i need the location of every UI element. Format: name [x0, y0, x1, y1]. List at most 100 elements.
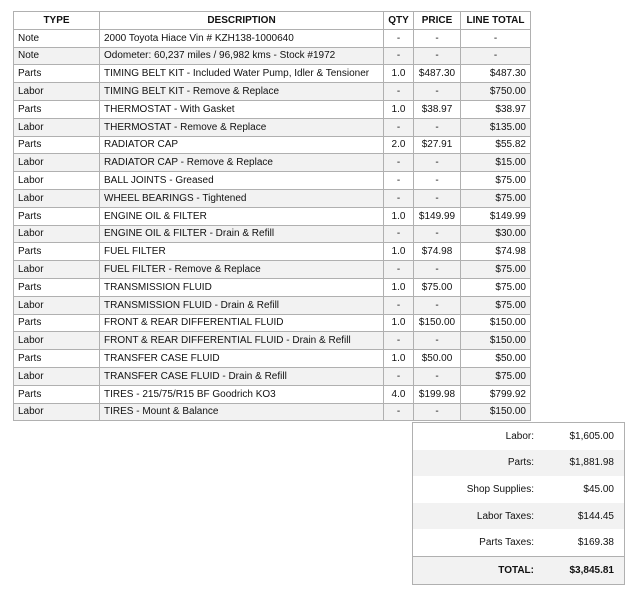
column-header: QTY	[383, 11, 414, 30]
cell: Labor	[13, 402, 100, 422]
cell: Labor	[13, 82, 100, 101]
item-row: Labor TIRES - Mount & Balance - - $150.00	[13, 402, 531, 422]
cell: $75.00	[460, 277, 531, 297]
item-row: Note 2000 Toyota Hiace Vin # KZH138-10006…	[13, 28, 531, 48]
cell: FRONT & REAR DIFFERENTIAL FLUID	[99, 313, 384, 333]
cell: -	[383, 402, 414, 422]
cell: -	[383, 117, 414, 137]
cell: Parts	[13, 99, 100, 119]
cell: $75.00	[460, 188, 531, 208]
cell: FRONT & REAR DIFFERENTIAL FLUID - Drain …	[99, 331, 384, 351]
cell: -	[413, 82, 461, 101]
item-row: Labor FUEL FILTER - Remove & Replace - - $75…	[13, 260, 531, 279]
cell: -	[383, 153, 414, 173]
column-header: LINE TOTAL	[460, 11, 531, 30]
cell: $150.00	[460, 402, 531, 422]
cell: -	[413, 402, 461, 422]
cell: $149.99	[460, 206, 531, 226]
cell: Parts	[13, 313, 100, 333]
item-row: Labor TRANSFER CASE FLUID - Drain & Refil…	[13, 366, 531, 386]
item-row: Labor RADIATOR CAP - Remove & Replace - - $1…	[13, 153, 531, 173]
cell: -	[413, 366, 461, 386]
cell: Labor	[13, 188, 100, 208]
cell: THERMOSTAT - With Gasket	[99, 99, 384, 119]
summary-label: Shop Supplies:	[466, 483, 534, 495]
column-header: TYPE	[13, 11, 100, 30]
summary-row: Labor: $1,605.00	[413, 423, 625, 450]
cell: $75.00	[460, 260, 531, 279]
column-header: DESCRIPTION	[99, 11, 384, 30]
cell: -	[460, 28, 531, 48]
cell: Parts	[13, 206, 100, 226]
cell: -	[413, 295, 461, 315]
cell: $487.30	[460, 64, 531, 84]
column-header: PRICE	[413, 11, 461, 30]
cell: 1.0	[383, 277, 414, 297]
cell: Parts	[13, 384, 100, 404]
item-row: Parts TIMING BELT KIT - Included Water Pu…	[13, 64, 531, 84]
cell: -	[413, 224, 461, 244]
summary-label: Labor:	[505, 430, 534, 442]
cell: 1.0	[383, 313, 414, 333]
cell: $149.99	[413, 206, 461, 226]
cell: -	[383, 82, 414, 101]
cell: $199.98	[413, 384, 461, 404]
item-row: Note Odometer: 60,237 miles / 96,982 kms …	[13, 46, 531, 66]
item-row: Parts FUEL FILTER 1.0 $74.98 $74.98	[13, 242, 531, 262]
cell: -	[413, 117, 461, 137]
cell: RADIATOR CAP - Remove & Replace	[99, 153, 384, 173]
item-row: Labor TRANSMISSION FLUID - Drain & Refill…	[13, 295, 531, 315]
cell: Parts	[13, 64, 100, 84]
item-row: Parts TIRES - 215/75/R15 BF Goodrich KO3 4…	[13, 384, 531, 404]
item-row: Labor ENGINE OIL & FILTER - Drain & Refil…	[13, 224, 531, 244]
cell: -	[413, 331, 461, 351]
cell: Odometer: 60,237 miles / 96,982 kms - St…	[99, 46, 384, 66]
cell: ENGINE OIL & FILTER	[99, 206, 384, 226]
cell: Note	[13, 46, 100, 66]
cell: $75.00	[460, 366, 531, 386]
cell: Labor	[13, 295, 100, 315]
cell: $150.00	[460, 313, 531, 333]
item-row: Parts TRANSFER CASE FLUID 1.0 $50.00 $50.00	[13, 349, 531, 368]
cell: 2.0	[383, 135, 414, 155]
cell: $74.98	[413, 242, 461, 262]
summary-value: $45.00	[583, 483, 614, 495]
cell: -	[383, 171, 414, 190]
summary-row: TOTAL: $3,845.81	[412, 555, 625, 585]
item-row: Labor FRONT & REAR DIFFERENTIAL FLUID - D…	[13, 331, 531, 351]
item-row: Labor WHEEL BEARINGS - Tightened - - $75.00	[13, 188, 531, 208]
cell: -	[413, 171, 461, 190]
item-row: Parts FRONT & REAR DIFFERENTIAL FLUID 1.0 $…	[13, 313, 531, 333]
summary-label: Parts:	[412, 449, 534, 477]
cell: $75.00	[460, 295, 531, 315]
cell: $27.91	[413, 135, 461, 155]
cell: Parts	[13, 277, 100, 297]
cell: $38.97	[413, 99, 461, 119]
summary-row: Shop Supplies: $45.00	[413, 476, 625, 503]
cell: -	[413, 46, 461, 66]
item-row: Labor BALL JOINTS - Greased - - $75.00	[13, 171, 531, 190]
cell: Parts	[13, 349, 100, 368]
cell: -	[383, 366, 414, 386]
cell: $150.00	[460, 331, 531, 351]
cell: TRANSFER CASE FLUID - Drain & Refill	[99, 366, 384, 386]
cell: ENGINE OIL & FILTER - Drain & Refill	[99, 224, 384, 244]
cell: -	[383, 188, 414, 208]
cell: TIMING BELT KIT - Remove & Replace	[99, 82, 384, 101]
cell: 4.0	[383, 384, 414, 404]
cell: RADIATOR CAP	[99, 135, 384, 155]
item-row: Parts ENGINE OIL & FILTER 1.0 $149.99 $149.9…	[13, 206, 531, 226]
cell: $74.98	[460, 242, 531, 262]
summary-row: Labor Taxes: $144.45	[412, 502, 625, 530]
summary-row: Parts Taxes: $169.38	[413, 529, 625, 556]
cell: -	[383, 224, 414, 244]
cell: Labor	[13, 260, 100, 279]
cell: TRANSMISSION FLUID - Drain & Refill	[99, 295, 384, 315]
summary-value: $1,881.98	[534, 449, 625, 477]
cell: Labor	[13, 153, 100, 173]
item-row: Labor TIMING BELT KIT - Remove & Replace -…	[13, 82, 531, 101]
cell: -	[413, 260, 461, 279]
summary-value: $3,845.81	[534, 555, 625, 585]
item-row: Parts TRANSMISSION FLUID 1.0 $75.00 $75.00	[13, 277, 531, 297]
cell: Note	[13, 28, 100, 48]
